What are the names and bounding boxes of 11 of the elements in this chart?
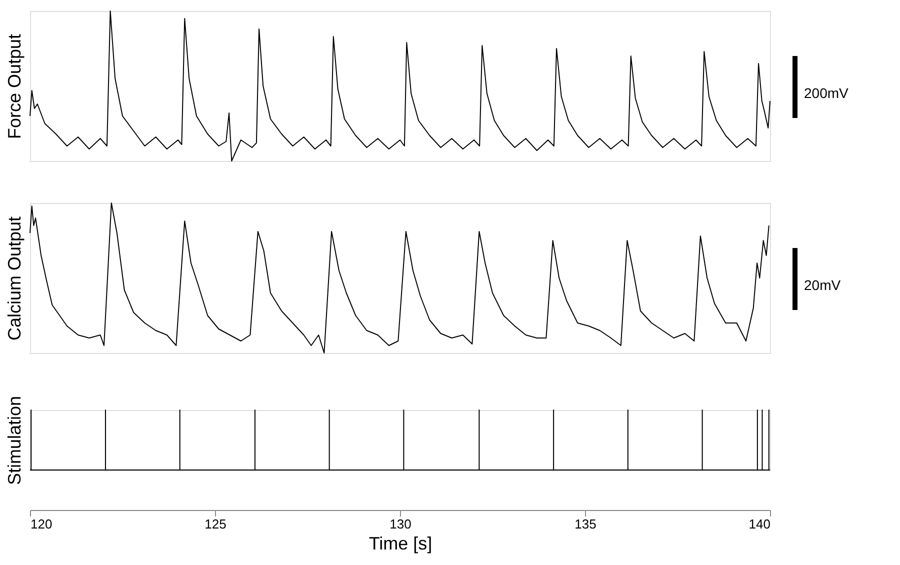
text: 200mV bbox=[804, 85, 850, 101]
x-tick-label: 125 bbox=[204, 516, 226, 532]
x-tick-label: 140 bbox=[748, 516, 770, 532]
x-tick-label: 130 bbox=[390, 516, 412, 532]
y-axis-title: Force Output bbox=[4, 34, 24, 140]
y-axis-title: Calcium Output bbox=[4, 216, 24, 341]
x-axis-title: Time [s] bbox=[368, 534, 432, 554]
text: 20mV bbox=[804, 277, 842, 293]
y-axis-title: Stimulation bbox=[4, 396, 24, 486]
x-tick-label: 135 bbox=[574, 516, 596, 532]
x-tick-label: 120 bbox=[30, 516, 52, 532]
